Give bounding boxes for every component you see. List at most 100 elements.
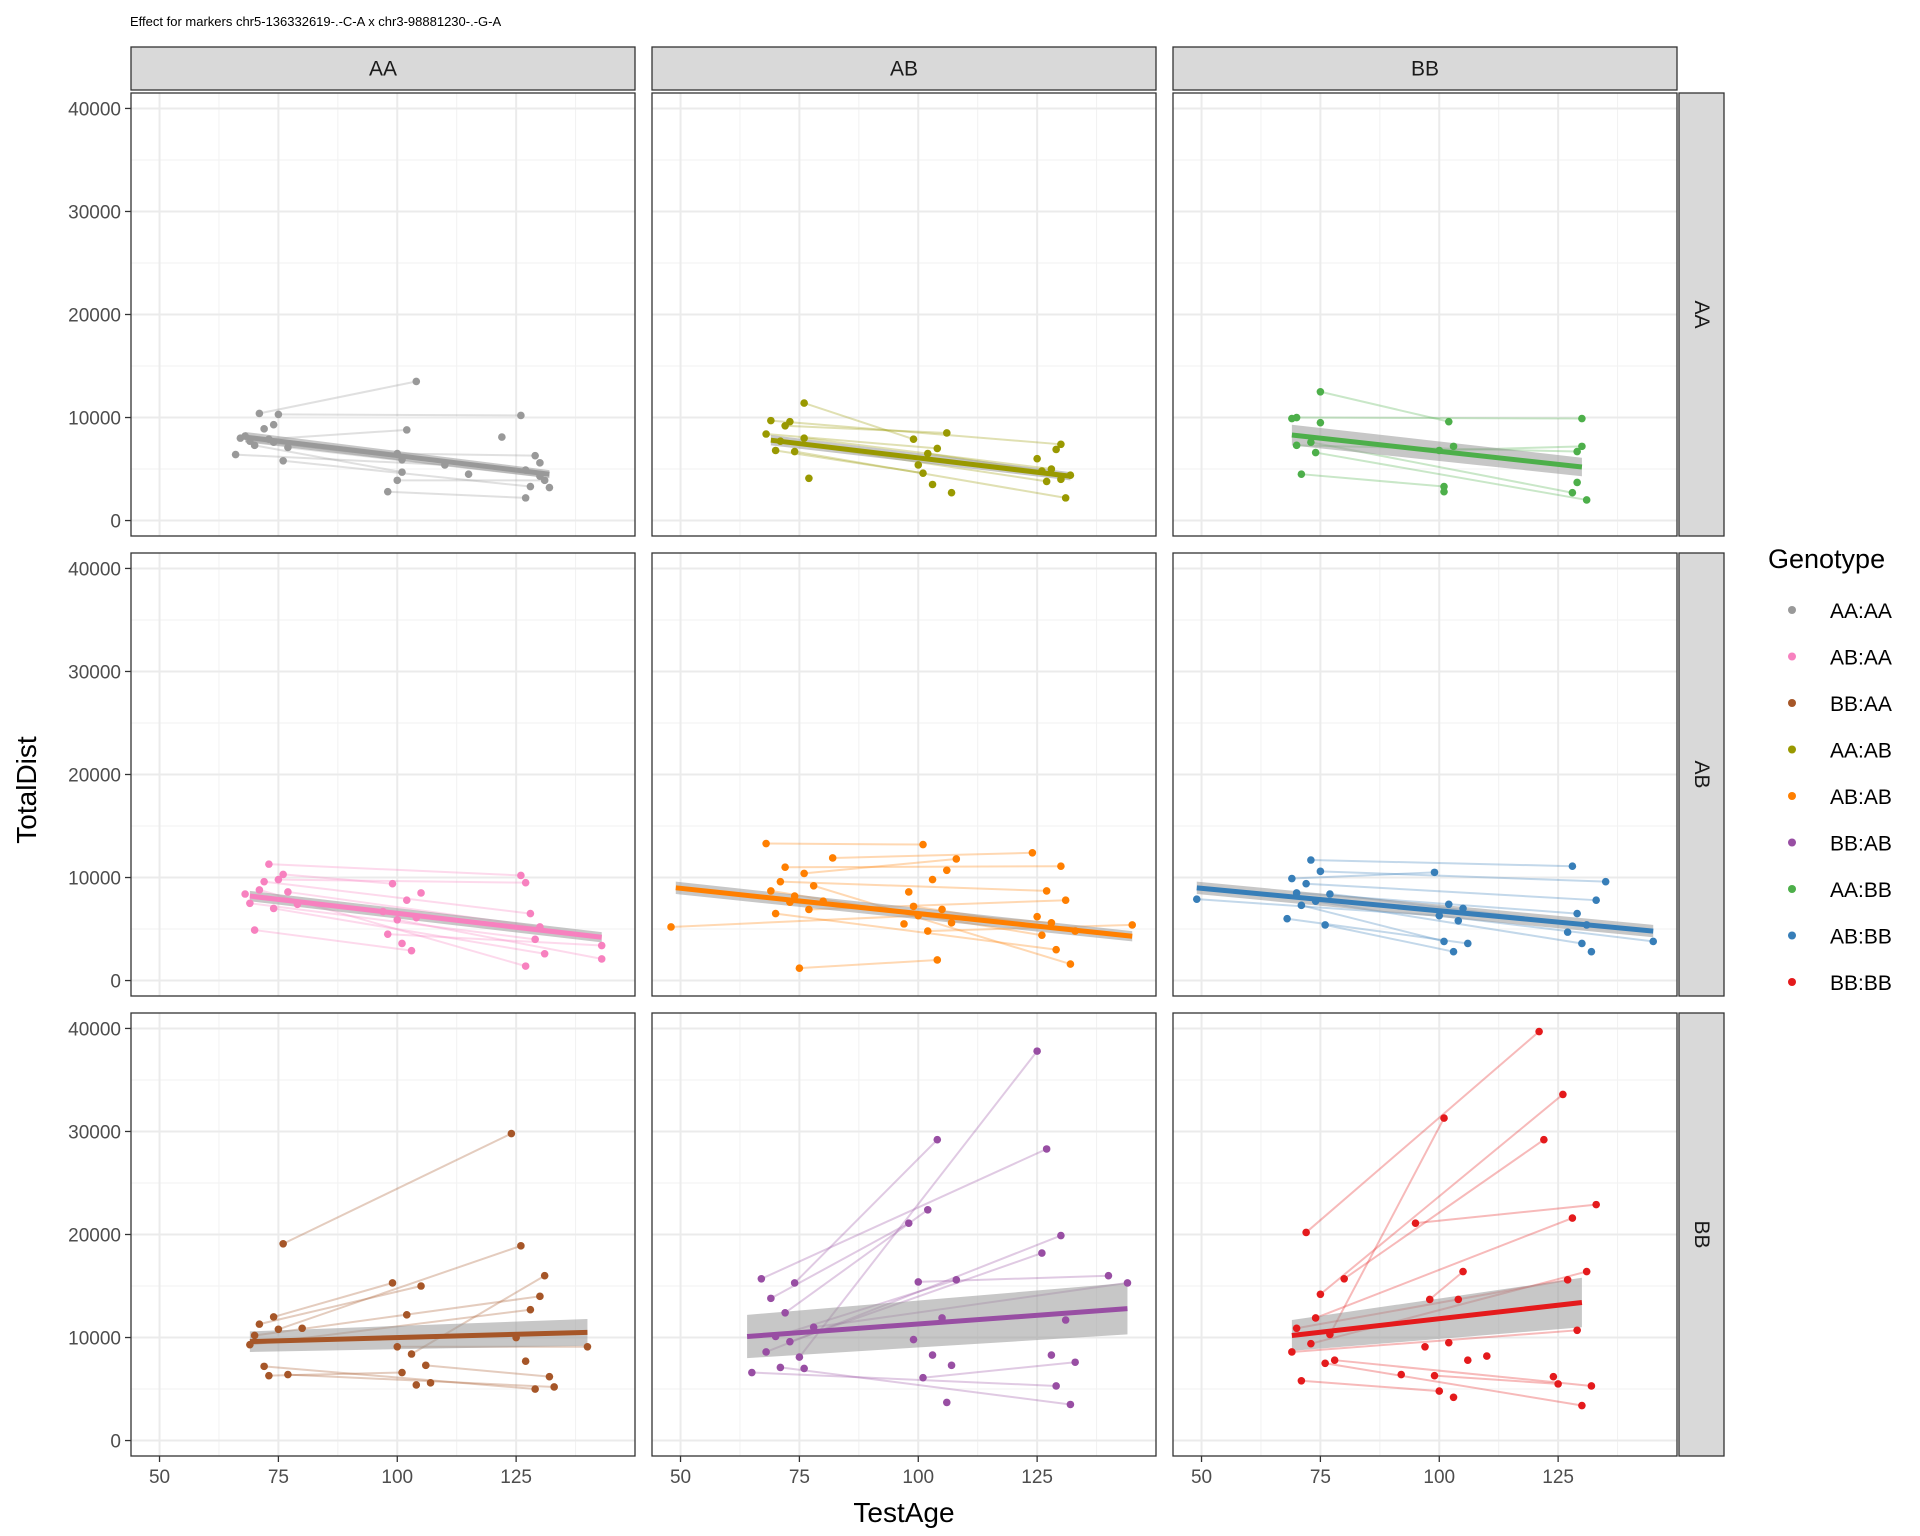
data-point xyxy=(942,866,951,875)
subject-line xyxy=(775,449,924,475)
data-point xyxy=(1042,887,1051,895)
data-point xyxy=(1440,1114,1448,1122)
data-point xyxy=(517,1242,525,1250)
panel-bb-bb: 50 75 100 125 xyxy=(1172,1012,1678,1488)
data-point xyxy=(521,1357,530,1366)
panel-aa-bb xyxy=(1172,92,1678,537)
data-point xyxy=(1057,1231,1065,1240)
subject-line xyxy=(1301,473,1445,488)
legend-item-aa-bb: AA:BB xyxy=(1788,879,1892,902)
subject-line xyxy=(282,1132,512,1245)
data-point xyxy=(1128,921,1137,929)
subject-line xyxy=(832,851,1033,859)
data-point xyxy=(269,420,278,429)
data-point xyxy=(1033,1047,1041,1055)
data-point xyxy=(1047,919,1056,927)
data-point xyxy=(1042,1145,1051,1153)
row-strip-aa: AA xyxy=(1678,92,1725,537)
data-point xyxy=(1061,896,1070,904)
subject-line xyxy=(1305,1030,1540,1234)
data-point xyxy=(928,1351,937,1359)
data-point xyxy=(241,890,249,898)
data-point xyxy=(274,1325,283,1334)
subject-line xyxy=(1291,1329,1578,1353)
data-point xyxy=(1047,465,1056,473)
subject-line xyxy=(1429,1270,1464,1301)
panel-aa-ab xyxy=(651,92,1157,537)
data-point xyxy=(1302,1228,1310,1237)
data-point xyxy=(417,889,425,897)
data-point xyxy=(923,1205,932,1214)
data-point xyxy=(1454,1295,1463,1304)
data-point xyxy=(952,1276,961,1284)
legend-key xyxy=(1788,652,1796,661)
subject-line xyxy=(922,1361,1076,1379)
y-tick-label: 10000 xyxy=(68,1329,121,1350)
x-axis-title: TestAge xyxy=(853,1497,954,1528)
subject-line xyxy=(775,912,1057,951)
subject-line xyxy=(283,459,531,488)
data-point xyxy=(667,923,675,931)
column-strip-box xyxy=(130,46,636,91)
data-point xyxy=(800,869,808,878)
data-point xyxy=(250,926,259,934)
subject-line xyxy=(264,1365,536,1391)
data-point xyxy=(1449,1393,1458,1402)
subject-line xyxy=(1315,1217,1573,1319)
data-point xyxy=(947,488,956,497)
x-tick-label: 125 xyxy=(500,1467,532,1488)
trend-line xyxy=(770,437,1071,479)
y-axis-title: TotalDist xyxy=(11,736,42,844)
x-tick-label: 50 xyxy=(1191,1467,1212,1488)
data-point xyxy=(246,899,254,908)
data-point xyxy=(767,416,775,425)
subject-line xyxy=(793,1139,938,1284)
data-point xyxy=(933,444,942,453)
column-strip-label: BB xyxy=(1411,58,1439,81)
data-point xyxy=(526,482,535,491)
data-point xyxy=(947,919,956,927)
data-point xyxy=(1549,1372,1558,1381)
data-point xyxy=(1568,862,1577,870)
subject-line xyxy=(254,929,412,952)
row-strip-box xyxy=(1678,92,1725,537)
subject-line xyxy=(1319,1093,1564,1296)
subject-line xyxy=(287,1373,555,1388)
subject-line xyxy=(249,902,536,941)
data-point xyxy=(1061,494,1070,502)
data-point xyxy=(1311,1314,1320,1322)
data-point xyxy=(1326,890,1334,898)
subject-line xyxy=(804,857,957,875)
subject-line xyxy=(278,413,521,417)
data-point xyxy=(1311,448,1320,457)
subject-line xyxy=(766,433,938,450)
data-point xyxy=(1582,496,1591,504)
y-tick-label: 20000 xyxy=(68,306,121,327)
data-point xyxy=(402,1311,411,1319)
data-point xyxy=(545,483,554,492)
data-point xyxy=(260,425,268,433)
data-point xyxy=(498,433,506,441)
data-point xyxy=(762,430,770,438)
panel-aa-aa: 0 10000 20000 30000 40000 xyxy=(68,92,636,537)
subject-line xyxy=(798,1050,1038,1358)
data-point xyxy=(417,1282,425,1290)
column-strip-label: AB xyxy=(890,58,918,81)
data-point xyxy=(1033,912,1041,921)
data-point xyxy=(1540,1135,1548,1144)
column-strip-box xyxy=(1172,46,1678,91)
data-point xyxy=(583,1342,592,1351)
data-point xyxy=(1449,947,1458,956)
data-point xyxy=(1316,387,1325,396)
legend-key xyxy=(1788,699,1796,707)
data-point xyxy=(250,441,259,450)
data-point xyxy=(942,1398,951,1407)
legend-label: BB:BB xyxy=(1830,972,1892,995)
y-tick-label: 10000 xyxy=(68,869,121,890)
data-point xyxy=(800,434,808,442)
data-point xyxy=(1578,939,1586,948)
data-point xyxy=(402,896,411,904)
data-point xyxy=(284,888,292,896)
subject-line xyxy=(760,1148,1048,1280)
data-point xyxy=(1038,1249,1046,1257)
